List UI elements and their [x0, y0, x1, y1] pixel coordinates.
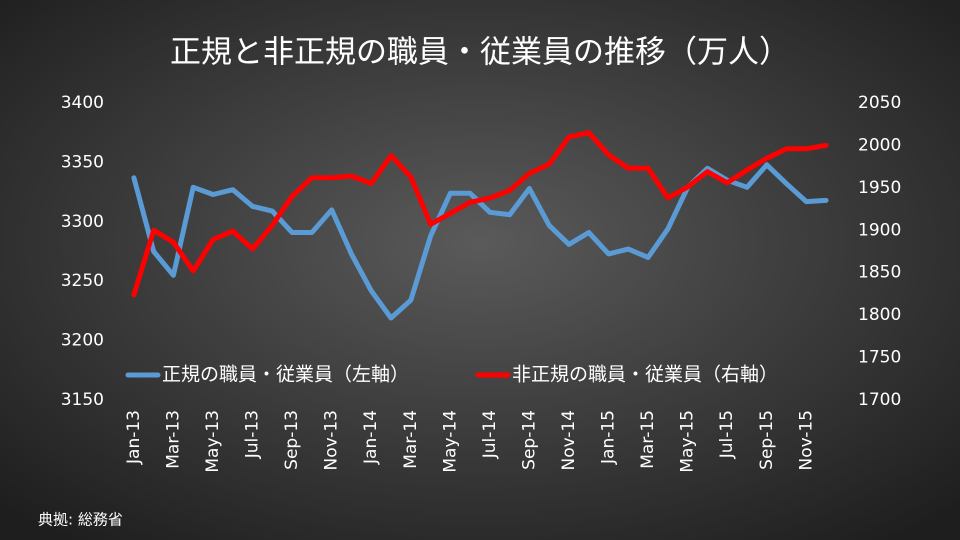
y-tick-label: 3300: [61, 212, 104, 232]
legend-label: 正規の職員・従業員（左軸）: [162, 364, 409, 386]
x-tick-label: May-13: [203, 410, 223, 473]
x-tick-label: May-14: [440, 410, 460, 473]
x-tick-label: Sep-15: [757, 410, 777, 470]
y-tick-label: 3200: [61, 331, 104, 351]
x-tick-label: Sep-14: [519, 410, 539, 470]
x-tick-label: Nov-15: [796, 410, 816, 471]
y-tick-label: 3250: [61, 271, 104, 291]
y-tick-label: 3400: [61, 93, 104, 113]
y-tick-label: 3350: [61, 152, 104, 172]
x-tick-label: Jul-15: [717, 410, 737, 459]
x-tick-label: Mar-13: [163, 410, 183, 469]
y2-tick-label: 1700: [858, 390, 901, 410]
y2-tick-label: 2050: [858, 93, 901, 113]
y2-tick-label: 1850: [858, 263, 901, 283]
x-tick-label: Jul-13: [243, 410, 263, 459]
y2-tick-label: 2000: [858, 135, 901, 155]
x-tick-label: Mar-14: [401, 410, 421, 469]
y2-tick-label: 1950: [858, 178, 901, 198]
y2-tick-label: 1900: [858, 220, 901, 240]
chart-title: 正規と非正規の職員・従業員の推移（万人）: [170, 35, 790, 71]
source: 典拠: 総務省: [38, 511, 123, 529]
series-line: [131, 162, 829, 321]
x-tick-label: Jul-14: [480, 410, 500, 459]
legend-label: 非正規の職員・従業員（右軸）: [512, 364, 778, 386]
series-line: [131, 130, 829, 298]
x-tick-label: Jan-15: [599, 410, 619, 465]
x-tick-label: Nov-14: [559, 410, 579, 471]
y2-tick-label: 1800: [858, 305, 901, 325]
x-tick-label: Nov-13: [322, 410, 342, 471]
x-tick-label: Jan-14: [361, 410, 381, 465]
x-tick-label: May-15: [678, 410, 698, 473]
x-tick-label: Sep-13: [282, 410, 302, 470]
y-tick-label: 3150: [61, 390, 104, 410]
x-tick-label: Jan-13: [124, 410, 144, 465]
x-tick-label: Mar-15: [638, 410, 658, 469]
y2-tick-label: 1750: [858, 348, 901, 368]
